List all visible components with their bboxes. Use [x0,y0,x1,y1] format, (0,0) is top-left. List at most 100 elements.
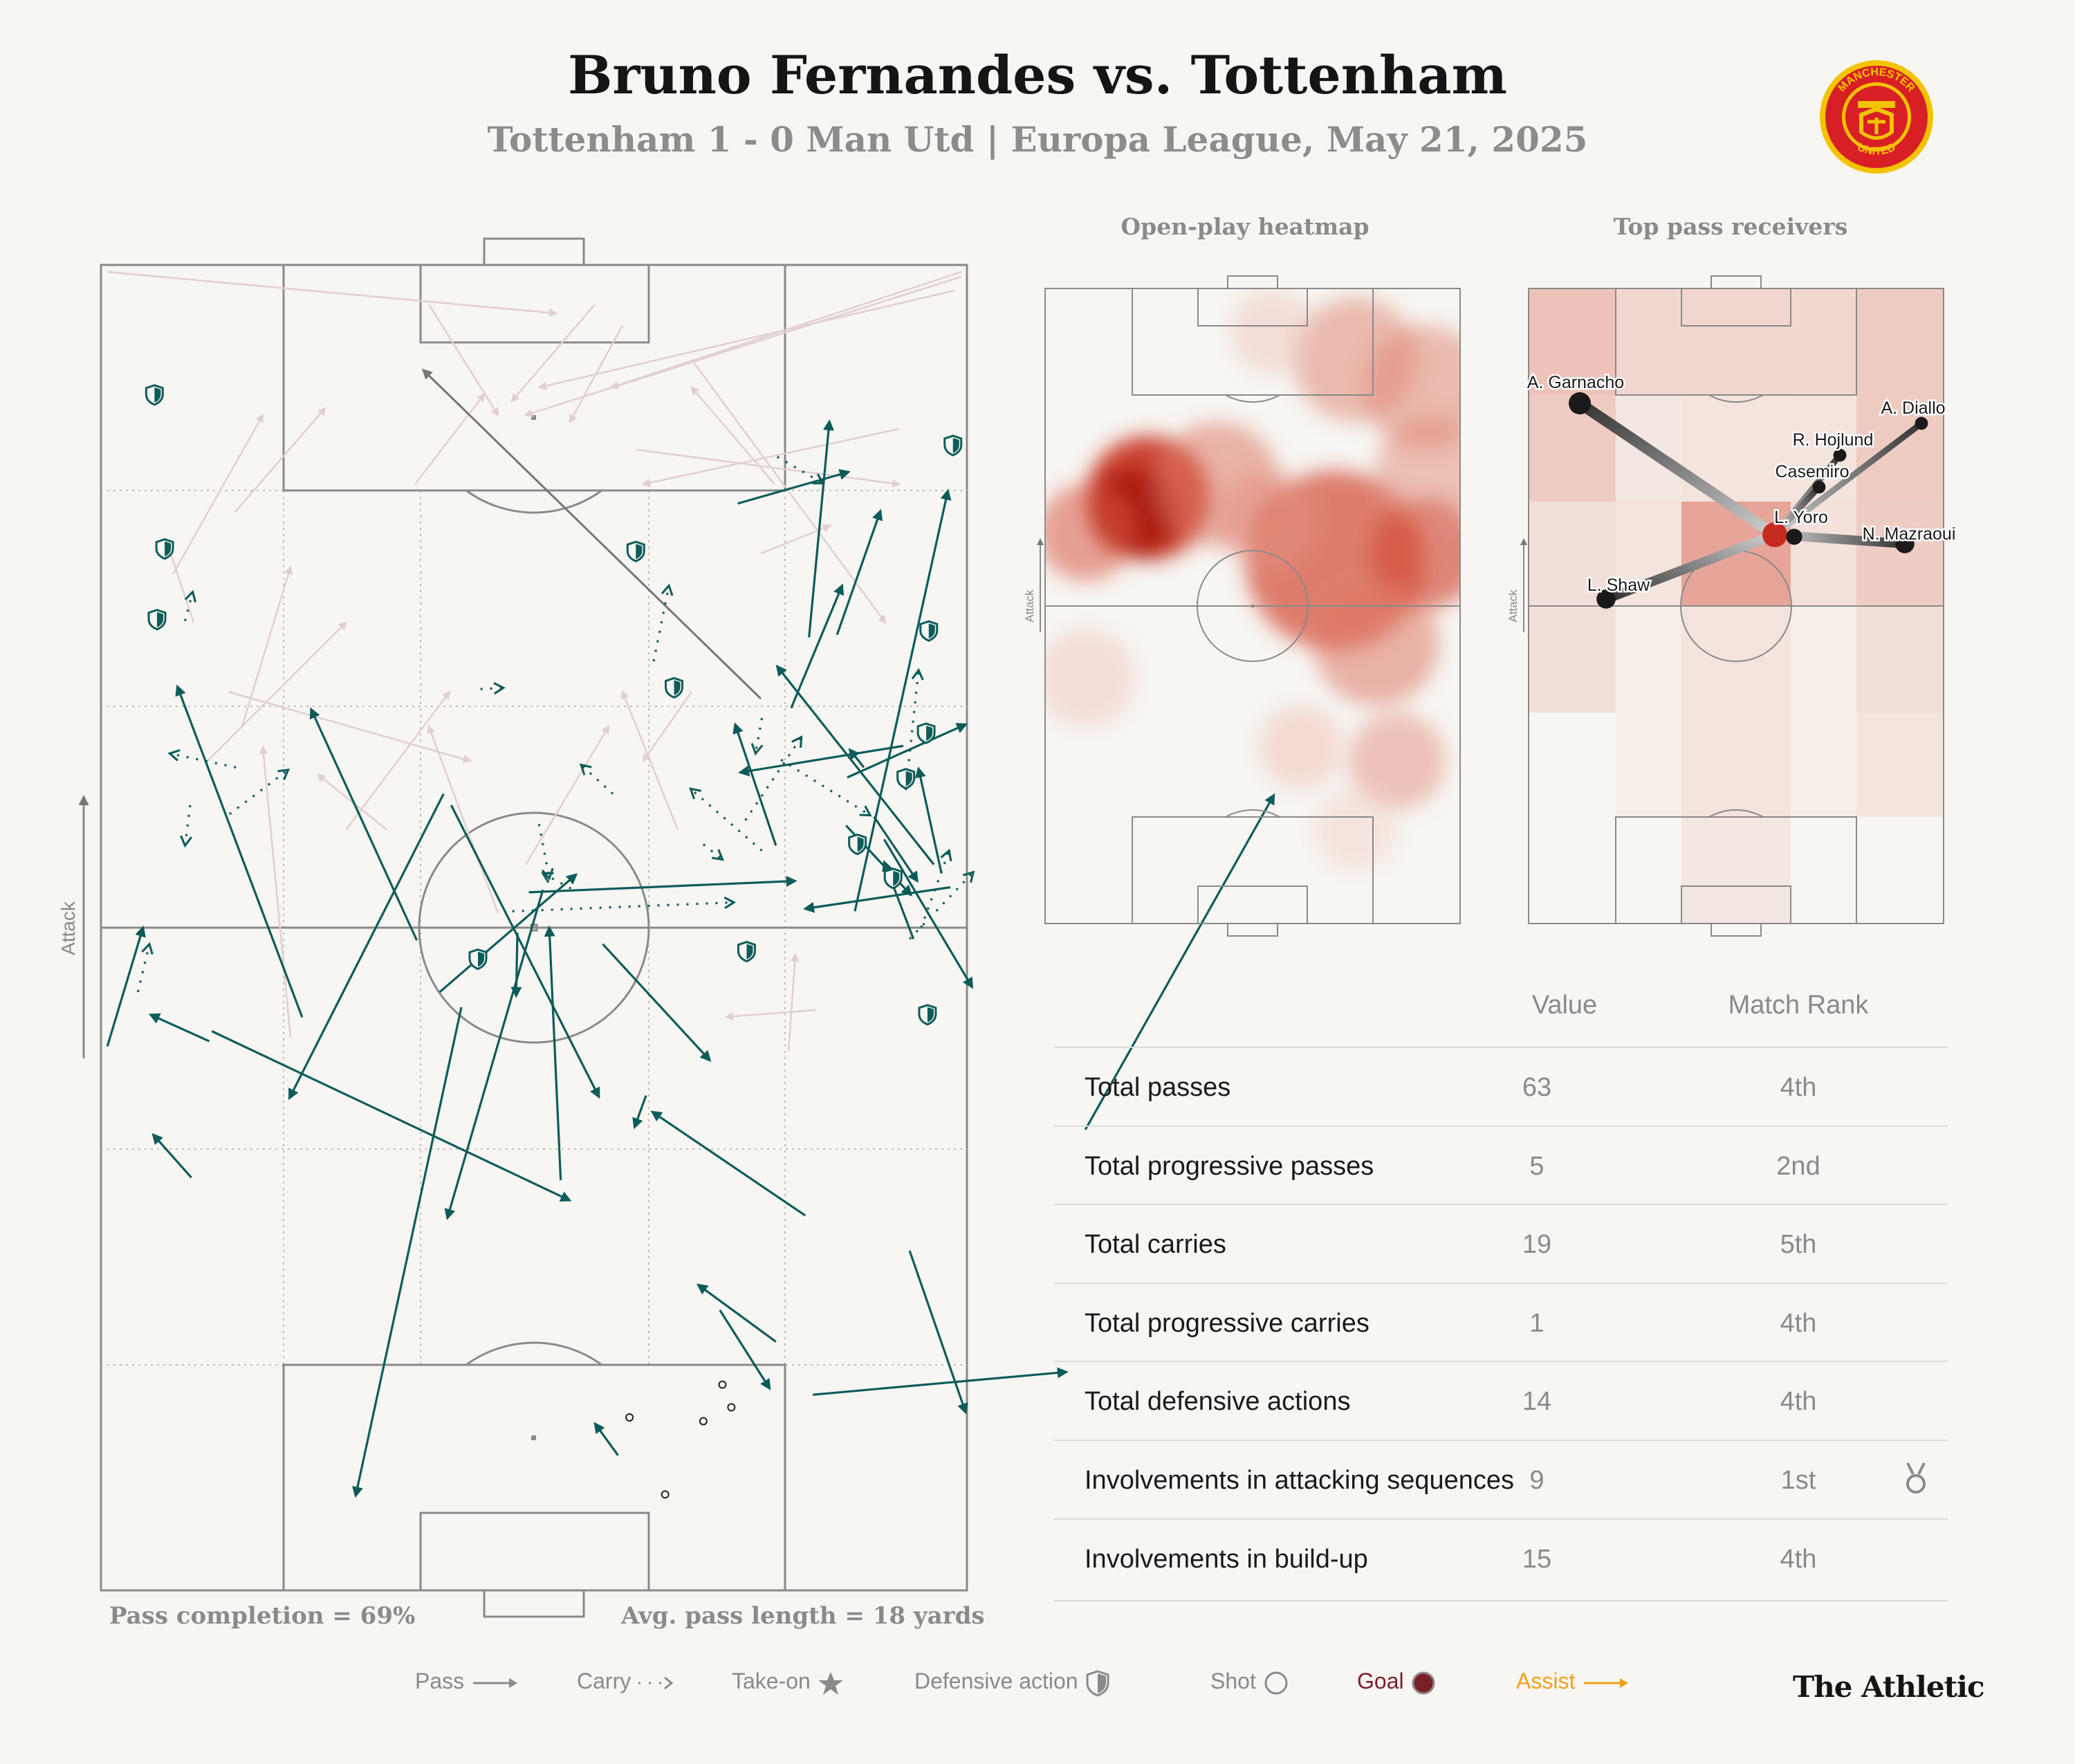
receiver-zone-1-0 [1529,395,1616,502]
pitch-markings [101,237,967,1618]
carry-18 [541,872,572,890]
receiver-zone-4-2 [1681,713,1791,817]
goal-circle-icon [1412,1671,1435,1695]
pass-19 [439,873,578,993]
carry-11 [780,758,872,817]
carry-2 [228,769,290,816]
receiver-link-3 [1771,484,1823,538]
receiver-zone-3-0 [1529,606,1616,713]
receiver-zone-3-4 [1856,606,1944,713]
pass-27 [808,419,834,638]
faded-pass-13 [172,413,264,575]
page-subtitle: Tottenham 1 - 0 Man Utd | Europa League,… [487,119,1588,160]
stat-label: Total defensive actions [1085,1387,1351,1417]
faded-pass-20 [228,690,472,764]
receiver-zone-2-0 [1529,502,1616,606]
pass-21 [696,1283,777,1343]
shot-4 [718,1380,727,1389]
faded-pass-23 [620,690,679,831]
stat-label: Total progressive passes [1085,1151,1374,1181]
faded-pass-10 [414,393,486,485]
receiver-label-3: Casemiro [1776,462,1850,481]
legend-defensive-label: Defensive action [914,1669,1078,1693]
pass-34 [882,860,915,939]
legend-shot: Shot [1210,1669,1290,1703]
carry-12 [776,455,825,485]
pass-38 [650,1110,806,1217]
faded-pass-6 [427,304,499,417]
stats-row: Involvements in build-up 15 4th [1054,1518,1948,1597]
defensive-action-1 [626,540,645,562]
receiver-label-5: N. Mazraoui [1863,524,1956,544]
stat-value: 15 [1522,1544,1552,1574]
stats-table-bottom-rule [1054,1600,1948,1601]
receiver-label-2: R. Hojlund [1793,430,1874,450]
faded-pass-15 [207,621,347,762]
faded-pass-4 [569,324,624,424]
carry-17 [908,870,975,940]
receiver-node-5 [1895,534,1915,553]
faded-pass-1 [609,270,962,389]
pass-receivers-title: Top pass receivers [1613,213,1848,240]
receiver-node-0 [1569,392,1591,414]
faded-pass-11 [690,386,775,485]
pass-12 [211,1030,572,1202]
carry-9 [702,843,724,861]
legend-assist: Assist [1516,1669,1630,1703]
faded-pass-9 [641,428,900,487]
receiver-node-4 [1786,529,1802,545]
pass-8 [175,684,304,1018]
receiver-label-6: L. Shaw [1587,576,1650,595]
receiver-zone-3-1 [1616,606,1681,713]
svg-text:UNITED: UNITED [1856,141,1897,157]
stats-row: Total carries 19 5th [1054,1204,1948,1282]
stat-rank: 4th [1780,1308,1817,1338]
pass-0 [813,1367,1069,1396]
faded-pass-0 [107,270,558,318]
carry-19 [579,763,614,795]
pass-3 [544,925,562,1181]
receiver-zone-2-4 [1856,502,1944,606]
pass-31 [510,932,522,998]
legend-take-on: Take-on [732,1669,845,1703]
defensive-action-9 [147,609,167,631]
faded-pass-12 [234,407,326,513]
stat-label: Total progressive carries [1085,1308,1370,1338]
receiver-zone-3-2 [1681,606,1791,713]
defensive-action-8 [155,538,174,560]
receiver-label-4: L. Yoro [1774,508,1828,527]
faded-pass-19 [259,745,292,1038]
heatmap-density [1045,291,1460,872]
receiver-nodes: A. Garnacho A. Diallo R. Hojlund Casemiro L.… [1525,371,1957,609]
faded-pass-5 [510,304,596,403]
stat-value: 63 [1522,1073,1552,1102]
stats-row: Total progressive carries 1 4th [1054,1282,1948,1361]
stat-rank: 4th [1780,1544,1817,1574]
stat-value: 19 [1522,1230,1552,1260]
stat-label: Total carries [1085,1230,1226,1260]
receiver-label-1: A. Diallo [1881,398,1945,418]
receiver-zone-2-3 [1791,502,1856,606]
stats-col-rank: Match Rank [1728,991,1869,1020]
carry-0 [180,805,193,848]
heatmap-pitch-markings [1044,275,1461,937]
attack-axis-label: Attack [57,901,79,955]
stats-row: Involvements in attacking sequences 9 1st [1054,1440,1948,1518]
receiver-zone-shading [1529,288,1944,924]
defensive-action-2 [737,941,756,963]
legend-pass-label: Pass [415,1669,465,1693]
pass-36 [845,825,913,897]
pass-22 [632,1095,647,1130]
carry-3 [537,824,554,881]
receiver-zone-0-2 [1681,288,1791,395]
legend-take-on-label: Take-on [732,1669,811,1693]
defensive-action-4 [848,833,867,856]
legend-assist-label: Assist [1516,1669,1576,1693]
pass-20 [593,1422,619,1456]
carry-16 [480,681,506,695]
receiver-zone-2-1 [1616,502,1681,606]
stat-label: Total passes [1085,1073,1231,1102]
faded-pass-22 [787,953,800,1052]
stat-value: 14 [1522,1387,1552,1417]
pass-1 [908,1250,968,1415]
